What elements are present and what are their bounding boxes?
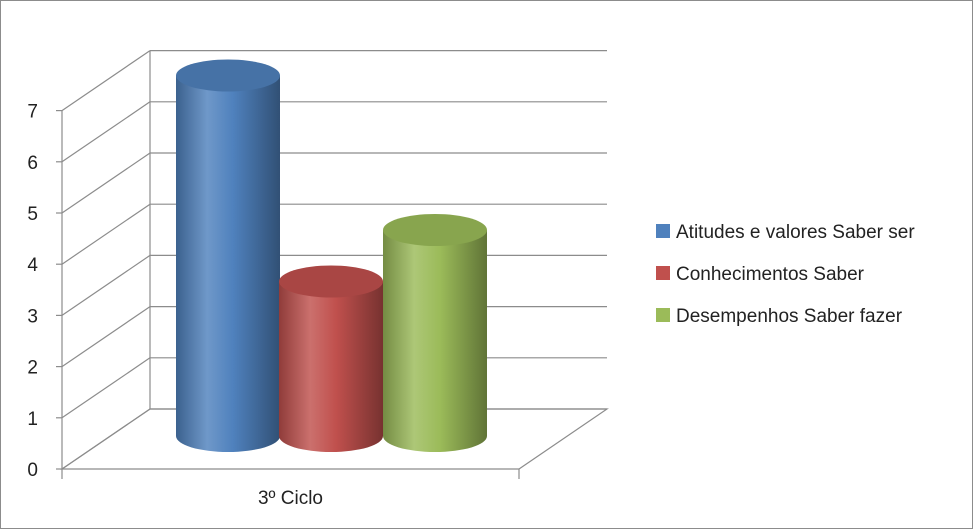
bar-0 (176, 59, 280, 452)
gridline-side (61, 203, 151, 265)
x-category-label: 3º Ciclo (258, 488, 323, 509)
gridline-side (61, 101, 151, 163)
gridline-side (61, 357, 151, 419)
legend-swatch (656, 266, 670, 280)
y-tick-label: 4 (27, 255, 38, 276)
bar-top (279, 265, 383, 298)
legend-label: Atitudes e valores Saber ser (676, 222, 915, 243)
bar-1 (279, 265, 383, 452)
legend-swatch (656, 224, 670, 238)
axes (56, 50, 520, 479)
legend-label: Desempenhos Saber fazer (676, 306, 903, 327)
y-axis-tick-labels: 0 1 2 3 4 5 6 7 (27, 102, 38, 481)
y-tick-label: 5 (27, 204, 38, 225)
gridline-side (61, 254, 151, 316)
gridline-side (61, 408, 151, 470)
gridline-side (61, 152, 151, 214)
legend-label: Conhecimentos Saber (676, 264, 865, 285)
y-tick-label: 3 (27, 306, 38, 327)
x-axis-category-labels: 3º Ciclo (258, 488, 323, 509)
gridline-side (61, 50, 151, 112)
bar-body (383, 230, 487, 452)
y-tick-label: 2 (27, 358, 38, 379)
legend-swatch (656, 308, 670, 322)
y-tick-label: 0 (27, 460, 38, 481)
gridline-side (61, 306, 151, 368)
bar-body (176, 75, 280, 452)
bar-top (383, 214, 487, 246)
y-tick-label: 1 (27, 409, 38, 430)
bar-top (176, 59, 280, 92)
y-tick-label: 6 (27, 153, 38, 174)
y-tick-label: 7 (27, 102, 38, 123)
legend: Atitudes e valores Saber ser Conhecimento… (656, 222, 915, 327)
bars (176, 59, 487, 452)
bar-2 (383, 214, 487, 452)
bar-body (279, 281, 383, 452)
